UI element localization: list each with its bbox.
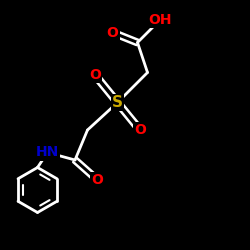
Text: O: O xyxy=(89,68,101,82)
Text: S: S xyxy=(112,95,123,110)
Text: HN: HN xyxy=(36,146,59,160)
Text: O: O xyxy=(134,123,146,137)
Text: O: O xyxy=(92,173,104,187)
Text: OH: OH xyxy=(148,13,172,27)
Text: O: O xyxy=(106,26,118,40)
